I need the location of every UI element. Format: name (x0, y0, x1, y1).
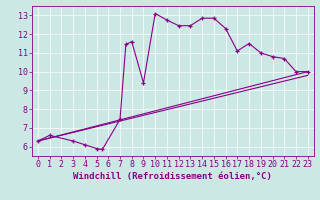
X-axis label: Windchill (Refroidissement éolien,°C): Windchill (Refroidissement éolien,°C) (73, 172, 272, 181)
